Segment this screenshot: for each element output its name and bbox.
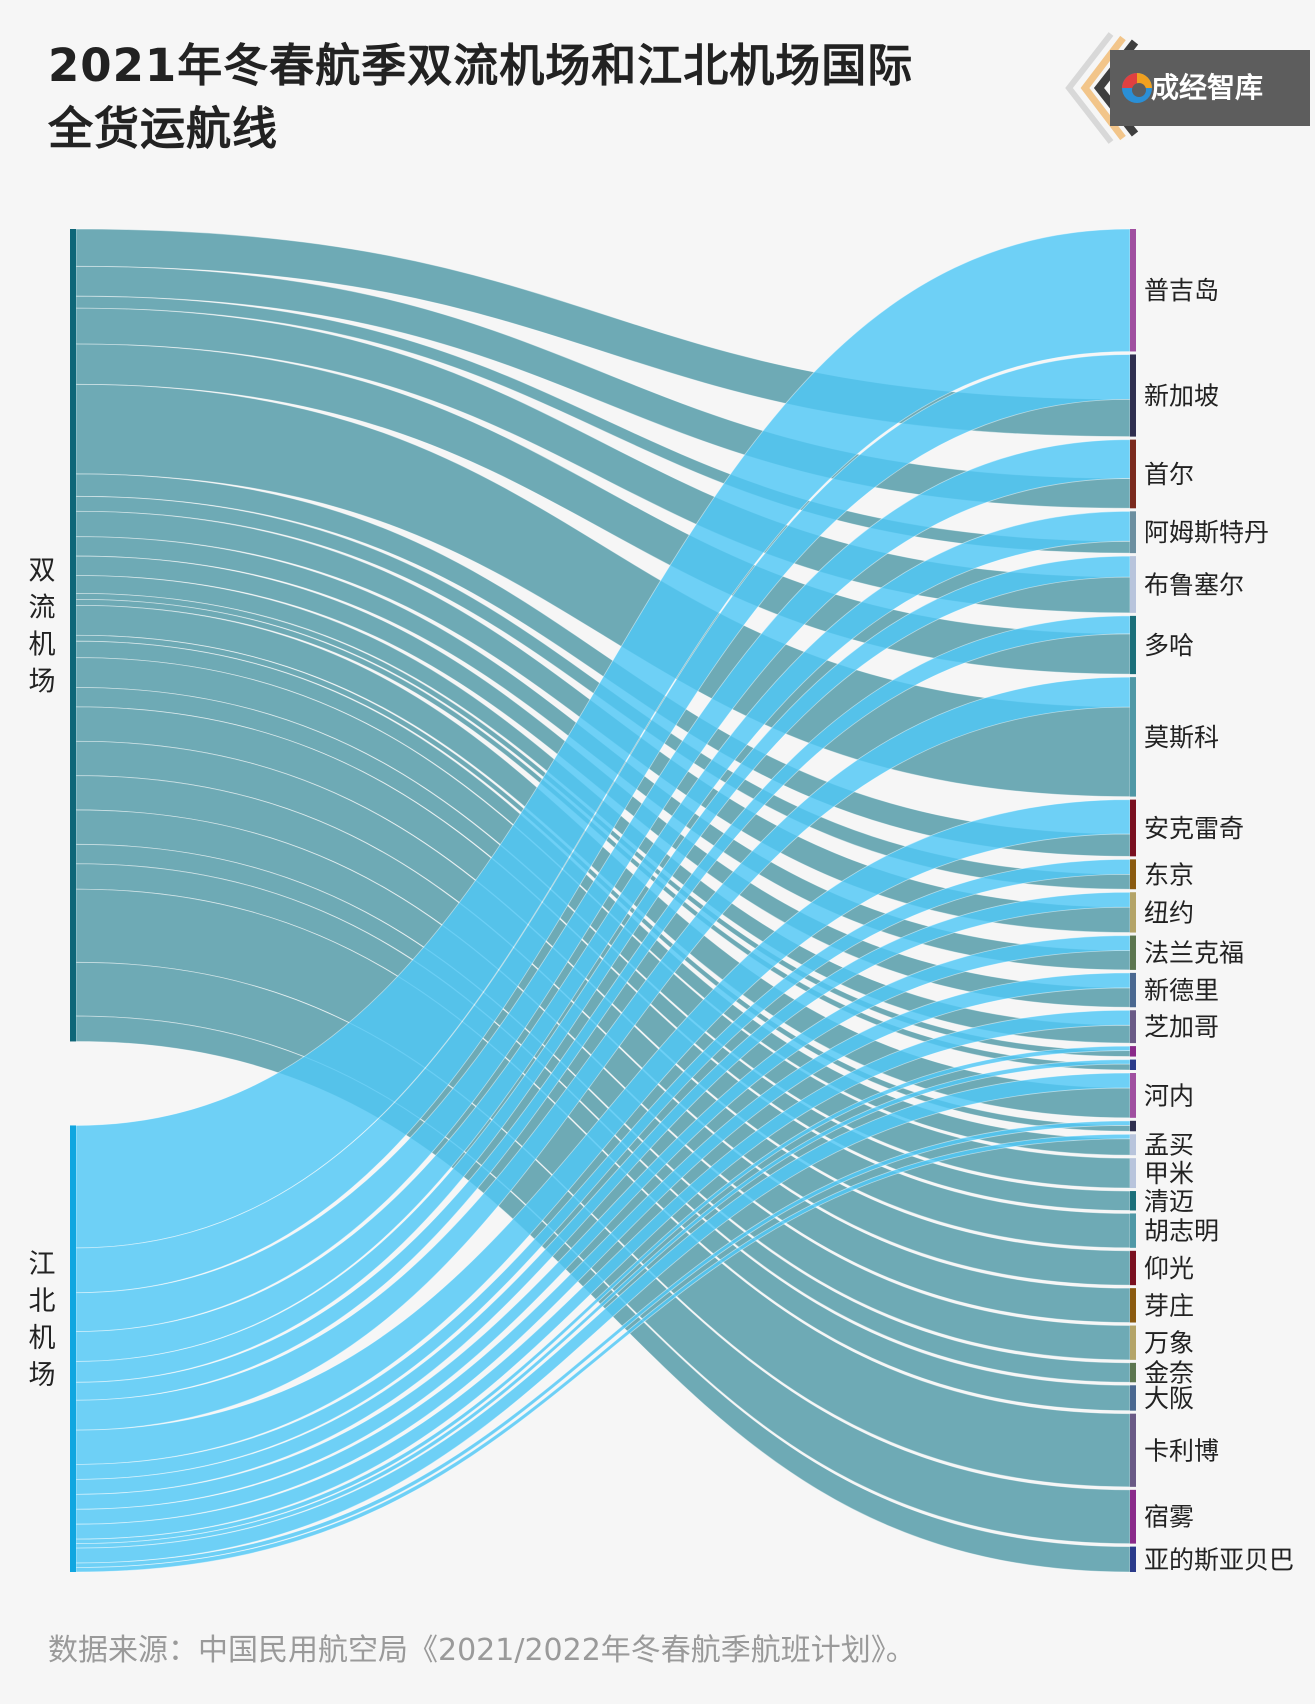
- source-label-char: 江: [29, 1249, 56, 1280]
- target-label: 仰光: [1144, 1254, 1194, 1283]
- target-node: [1130, 354, 1136, 437]
- target-node: [1130, 859, 1136, 890]
- source-label-char: 流: [29, 593, 56, 624]
- target-node: [1130, 1158, 1136, 1189]
- title-line-1: 2021年冬春航季双流机场和江北机场国际: [48, 39, 914, 92]
- target-node: [1130, 1010, 1136, 1044]
- target-node: [1130, 892, 1136, 933]
- target-label: 大阪: [1144, 1384, 1194, 1413]
- target-label: 宿雾: [1144, 1503, 1194, 1532]
- source-label-char: 场: [29, 1360, 56, 1391]
- target-node: [1130, 1191, 1136, 1211]
- target-node: [1130, 1325, 1136, 1360]
- title-line-2: 全货运航线: [48, 102, 279, 155]
- target-node: [1130, 511, 1136, 554]
- target-label: 安克雷奇: [1144, 814, 1244, 843]
- target-node: [1130, 1059, 1136, 1071]
- source-node-shuangliu: [70, 229, 76, 1042]
- target-node: [1130, 439, 1136, 509]
- target-node: [1130, 229, 1136, 352]
- target-label: 法兰克福: [1144, 939, 1244, 968]
- target-node: [1130, 1134, 1136, 1156]
- source-label-char: 双: [29, 556, 56, 587]
- target-node: [1130, 1362, 1136, 1383]
- brand-logo-icon: [1122, 73, 1152, 103]
- target-label: 金奈: [1144, 1359, 1194, 1388]
- target-label: 芽庄: [1144, 1291, 1194, 1320]
- target-node: [1130, 1385, 1136, 1411]
- target-label: 多哈: [1144, 631, 1194, 660]
- target-node: [1130, 1489, 1136, 1544]
- target-node: [1130, 1546, 1136, 1572]
- source-note: 数据来源：中国民用航空局《2021/2022年冬春航季航班计划》。: [48, 1633, 916, 1668]
- target-label: 普吉岛: [1144, 276, 1219, 305]
- target-node: [1130, 1250, 1136, 1286]
- target-node: [1130, 1288, 1136, 1323]
- target-node: [1130, 1073, 1136, 1118]
- target-node: [1130, 556, 1136, 613]
- source-label-char: 北: [29, 1286, 56, 1317]
- target-label: 莫斯科: [1144, 723, 1219, 752]
- target-label: 芝加哥: [1144, 1013, 1219, 1042]
- source-label-char: 场: [29, 667, 56, 698]
- target-node: [1130, 1413, 1136, 1487]
- brand-name: 成经智库: [1151, 71, 1264, 104]
- source-node-jiangbei: [70, 1125, 76, 1572]
- target-label: 新加坡: [1144, 382, 1219, 411]
- target-label: 纽约: [1144, 898, 1194, 927]
- flows-jiangbei: [75, 228, 1131, 1573]
- source-label-char: 机: [29, 630, 56, 661]
- target-label: 布鲁塞尔: [1144, 570, 1244, 599]
- target-label: 新德里: [1144, 976, 1219, 1005]
- target-label: 孟买: [1144, 1131, 1194, 1160]
- target-label: 万象: [1144, 1329, 1194, 1358]
- target-node: [1130, 799, 1136, 857]
- target-label: 亚的斯亚贝巴: [1144, 1545, 1294, 1574]
- target-label: 河内: [1144, 1081, 1194, 1110]
- target-label: 阿姆斯特丹: [1144, 518, 1269, 547]
- target-node: [1130, 1046, 1136, 1057]
- target-label: 首尔: [1144, 460, 1194, 489]
- chart-title: 2021年冬春航季双流机场和江北机场国际 全货运航线: [48, 34, 998, 160]
- target-label: 胡志明: [1144, 1217, 1219, 1246]
- target-node: [1130, 972, 1136, 1008]
- target-label: 东京: [1144, 860, 1194, 889]
- target-label: 卡利博: [1144, 1436, 1219, 1465]
- target-node: [1130, 935, 1136, 970]
- target-node: [1130, 1213, 1136, 1248]
- brand-badge: 成经智库: [1055, 32, 1310, 144]
- target-node: [1130, 677, 1136, 797]
- source-label-char: 机: [29, 1323, 56, 1354]
- target-node: [1130, 1120, 1136, 1132]
- target-node: [1130, 615, 1136, 675]
- target-label: 清迈: [1144, 1187, 1194, 1216]
- target-label: 甲米: [1144, 1159, 1194, 1188]
